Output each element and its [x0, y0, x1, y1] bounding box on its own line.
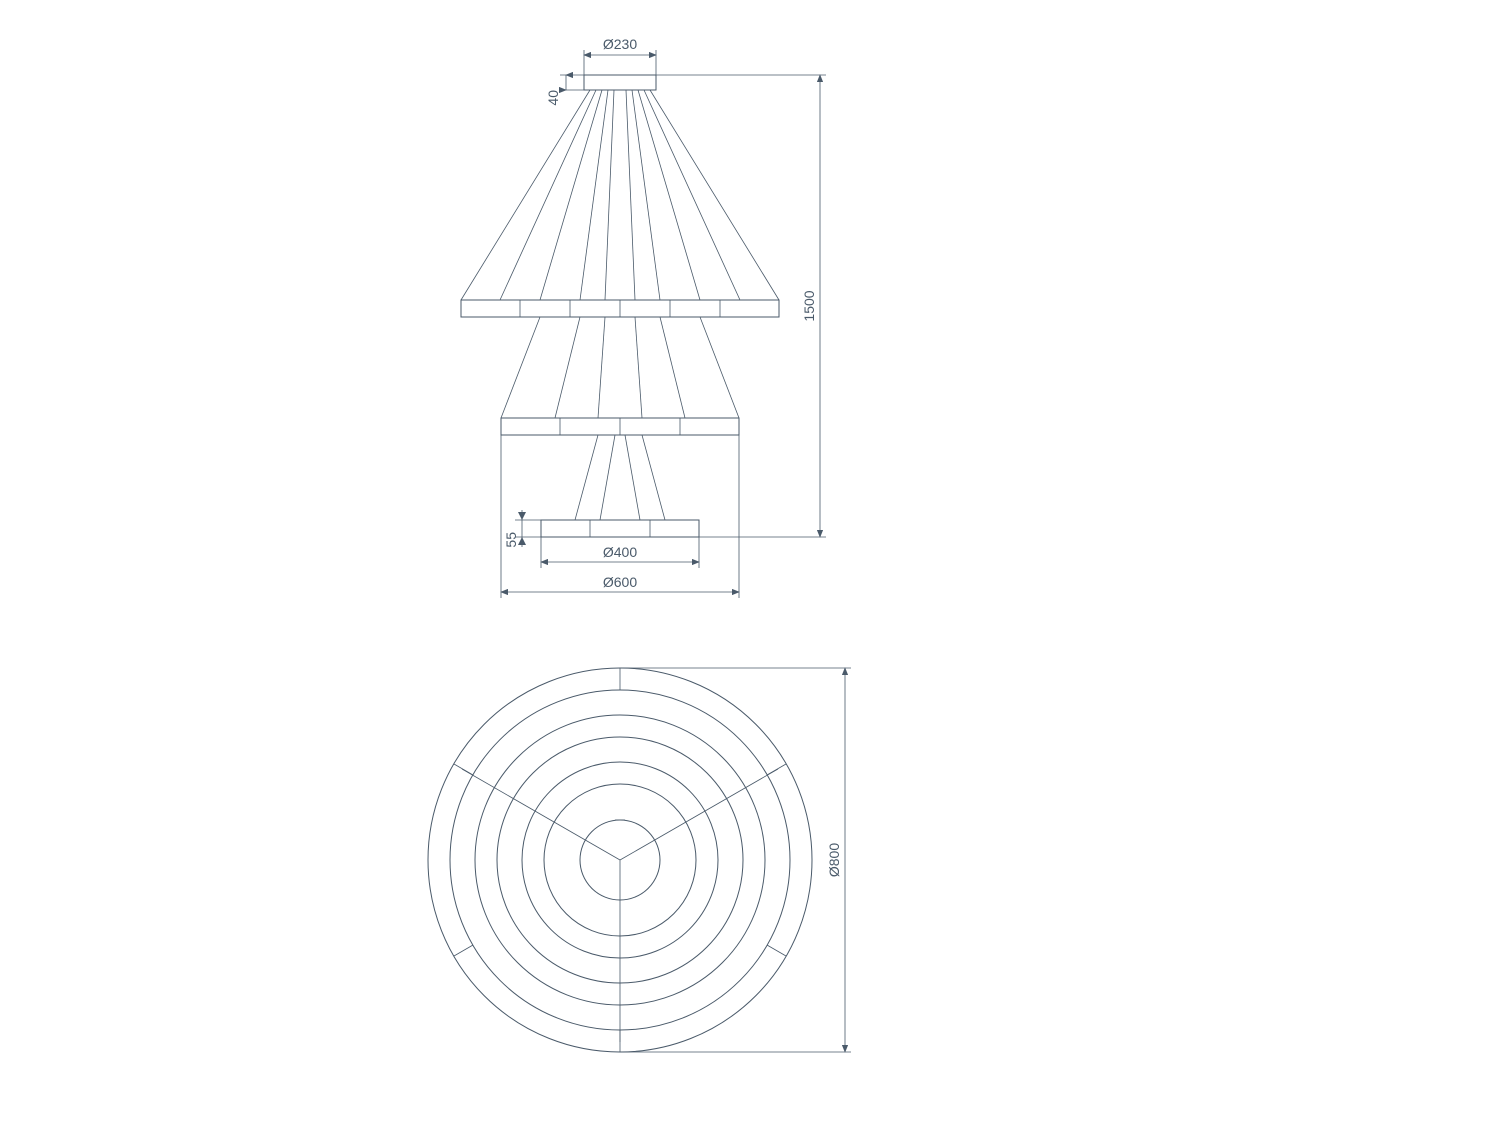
- ring-600-side: [501, 418, 739, 435]
- ring-400-side: [541, 520, 699, 537]
- dim-600: Ø600: [603, 574, 637, 590]
- ring-800-side: [461, 300, 779, 317]
- dim-800: Ø800: [826, 843, 842, 877]
- plan-cables: [462, 769, 778, 1042]
- dim-400: Ø400: [603, 544, 637, 560]
- elevation-view: Ø230 40: [461, 36, 826, 598]
- technical-drawing: Ø230 40: [0, 0, 1500, 1125]
- dim-ring-thickness: 55: [503, 532, 519, 548]
- dim-canopy-dia: Ø230: [603, 36, 637, 52]
- dim-overall-h: 1500: [801, 290, 817, 321]
- dim-canopy-h: 40: [545, 90, 561, 106]
- plan-view: Ø800: [428, 668, 851, 1052]
